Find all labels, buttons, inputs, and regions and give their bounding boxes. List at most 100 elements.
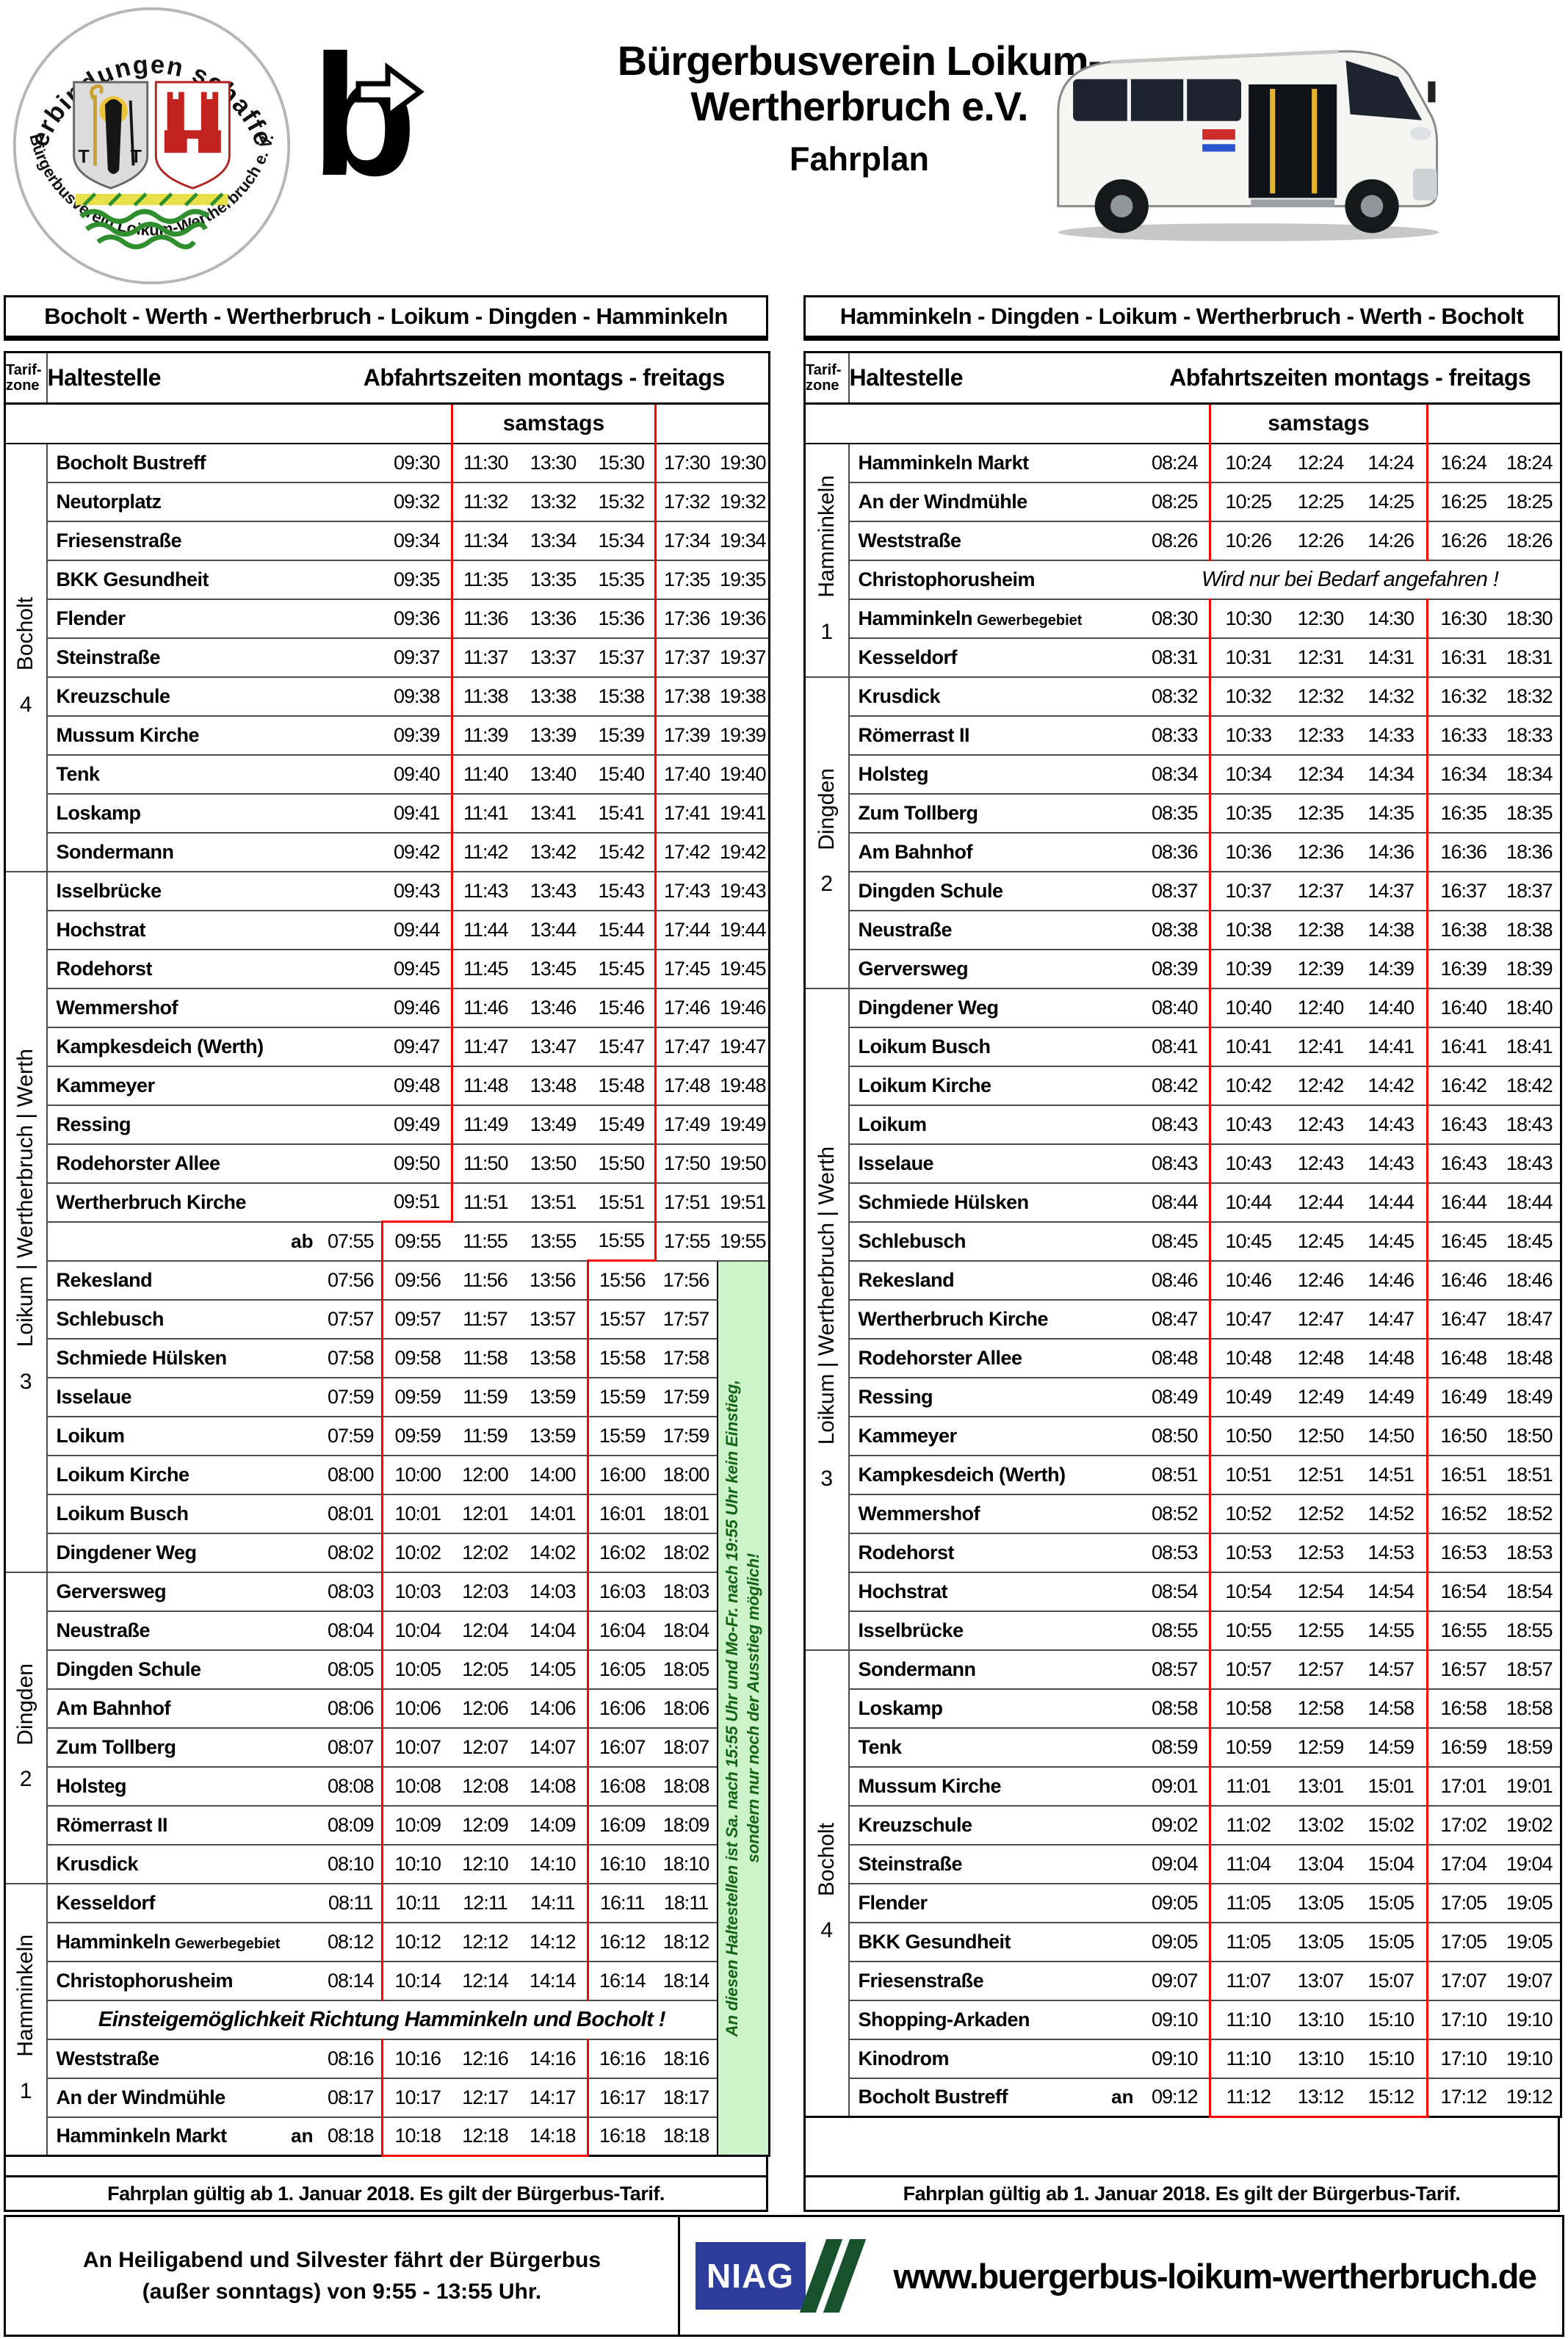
time-cell: 16:10 (588, 1843, 656, 1884)
time-cell: 08:53 (1140, 1532, 1210, 1573)
time-cell: 09:48 (382, 1065, 452, 1106)
time-cell: 08:50 (1140, 1415, 1210, 1456)
stop-name-cell: Dingden Schule (848, 870, 1141, 911)
time-cell: 15:30 (588, 442, 657, 483)
stop-name-cell: Friesenstraße (848, 1960, 1141, 2001)
holiday-note-line2: (außer sonntags) von 9:55 - 13:55 Uhr. (142, 2280, 542, 2304)
time-cell: 19:36 (717, 598, 770, 639)
stop-name-cell: Christophorusheim (46, 1960, 320, 2001)
time-cell: 18:26 (1498, 520, 1561, 561)
stop-name-cell: Römerrast II (848, 715, 1141, 756)
page-footer: An Heiligabend und Silvester fährt der B… (4, 2215, 1564, 2337)
time-cell: 10:30 (1209, 598, 1286, 639)
time-cell: 14:30 (1355, 598, 1428, 639)
time-cell: 16:17 (588, 2077, 656, 2118)
arrow-right-icon (355, 62, 424, 121)
stop-name-cell: Hamminkeln Markt (848, 442, 1141, 483)
time-cell: 17:51 (655, 1182, 718, 1223)
time-cell: 09:44 (382, 909, 452, 950)
table-row: Zum Tollberg 08:35 10:35 12:35 14:35 16:35 18:… (805, 792, 1561, 834)
time-cell: 16:33 (1427, 715, 1499, 756)
time-cell: 18:42 (1498, 1065, 1561, 1106)
time-cell: 08:26 (1140, 520, 1210, 561)
time-cell: 13:38 (518, 676, 588, 717)
time-cell: 08:14 (319, 1960, 383, 2001)
table-row: ab 07:55 09:55 11:55 13:55 15:55 17:55 19:55 (5, 1221, 770, 1262)
time-cell: 19:30 (717, 442, 770, 483)
time-cell: 18:43 (1498, 1143, 1561, 1184)
time-cell: 14:36 (1355, 831, 1428, 872)
time-cell: 16:41 (1427, 1026, 1499, 1067)
time-cell: 12:55 (1285, 1610, 1356, 1651)
route-title-return: Hamminkeln - Dingden - Loikum - Wertherb… (803, 295, 1560, 341)
stop-name-cell: Tenk (848, 1727, 1141, 1768)
holiday-note: An Heiligabend und Silvester fährt der B… (6, 2217, 680, 2335)
time-cell: 10:34 (1209, 753, 1286, 795)
time-cell: 13:56 (518, 1259, 589, 1301)
time-cell (319, 1104, 383, 1145)
page-header: Verbindungen schaffen Bürgerbusverein Lo… (0, 0, 1568, 295)
stop-name-cell: Krusdick (848, 676, 1141, 717)
time-cell: 13:10 (1285, 2038, 1356, 2079)
table-row: Bocholt Bustreff an 09:12 11:12 13:12 15:12 17… (805, 2077, 1561, 2118)
time-cell: 18:46 (1498, 1259, 1561, 1301)
time-cell: 12:11 (452, 1882, 519, 1923)
time-cell: 10:02 (381, 1532, 452, 1573)
time-cell: 17:07 (1427, 1960, 1499, 2001)
time-cell: 16:57 (1427, 1649, 1499, 1690)
time-cell: 16:53 (1427, 1532, 1499, 1573)
time-cell: 13:50 (518, 1143, 588, 1184)
time-cell: 17:05 (1427, 1882, 1499, 1923)
time-cell: 10:31 (1209, 637, 1286, 678)
table-row: Friesenstraße 09:34 11:34 13:34 15:34 17:34 19… (5, 520, 770, 561)
time-cell: 19:35 (717, 559, 770, 600)
time-cell: 14:25 (1355, 481, 1428, 522)
table-row: Loikum Busch 08:01 10:01 12:01 14:01 16:01 18:… (5, 1493, 770, 1534)
time-cell: 08:39 (1140, 948, 1210, 989)
coat-of-arms-right-shield (154, 81, 231, 189)
time-cell: 11:46 (451, 987, 519, 1028)
time-cell: 19:46 (717, 987, 770, 1028)
stop-name-cell: Zum Tollberg (46, 1727, 320, 1768)
time-cell: 09:50 (382, 1143, 452, 1184)
svg-text:T: T (78, 147, 90, 167)
stop-name-cell: Gerversweg (848, 948, 1141, 989)
table-row: Hamminkeln 1 Kesseldorf 08:11 10:11 12:11 14:1… (4, 1882, 770, 2157)
time-cell: 11:04 (1209, 1843, 1286, 1884)
time-cell: 17:05 (1427, 1921, 1499, 1962)
time-cell: 17:30 (655, 442, 718, 483)
time-cell (319, 442, 383, 483)
stop-name-cell: Mussum Kirche (848, 1765, 1141, 1807)
time-cell: 16:55 (1427, 1610, 1499, 1651)
time-cell: 07:56 (319, 1259, 383, 1301)
time-cell: 11:56 (452, 1259, 519, 1301)
time-cell: 09:12 (1140, 2077, 1210, 2118)
time-cell: 18:30 (1498, 598, 1561, 639)
time-cell: 08:12 (319, 1921, 383, 1962)
time-cell: 15:39 (588, 715, 657, 756)
time-cell: 16:01 (588, 1493, 656, 1534)
time-cell: 09:07 (1140, 1960, 1210, 2001)
time-cell: 13:41 (518, 792, 588, 834)
time-cell: 14:07 (518, 1727, 589, 1768)
time-cell: 14:24 (1355, 442, 1428, 483)
time-cell: 18:37 (1498, 870, 1561, 911)
table-row: Dingden 2 Krusdick 08:32 10:32 12:32 14:32 16:3… (804, 676, 1561, 989)
time-cell: 13:42 (518, 831, 588, 872)
time-cell (319, 520, 383, 561)
empty-cell (319, 402, 383, 444)
timetable-outbound-column: Bocholt - Werth - Wertherbruch - Loikum … (4, 295, 771, 2212)
time-cell: 11:34 (451, 520, 519, 561)
time-cell: 18:14 (655, 1960, 718, 2001)
time-cell: 09:42 (382, 831, 452, 872)
time-cell: 16:38 (1427, 909, 1499, 950)
haltestelle-header: Haltestelle (848, 351, 1141, 405)
time-cell: 18:11 (655, 1882, 718, 1923)
time-cell: 17:47 (655, 1026, 718, 1067)
time-cell: 16:11 (588, 1882, 656, 1923)
time-cell: 14:39 (1355, 948, 1428, 989)
time-cell: 16:47 (1427, 1298, 1499, 1340)
time-cell: 16:37 (1427, 870, 1499, 911)
time-cell: 18:36 (1498, 831, 1561, 872)
